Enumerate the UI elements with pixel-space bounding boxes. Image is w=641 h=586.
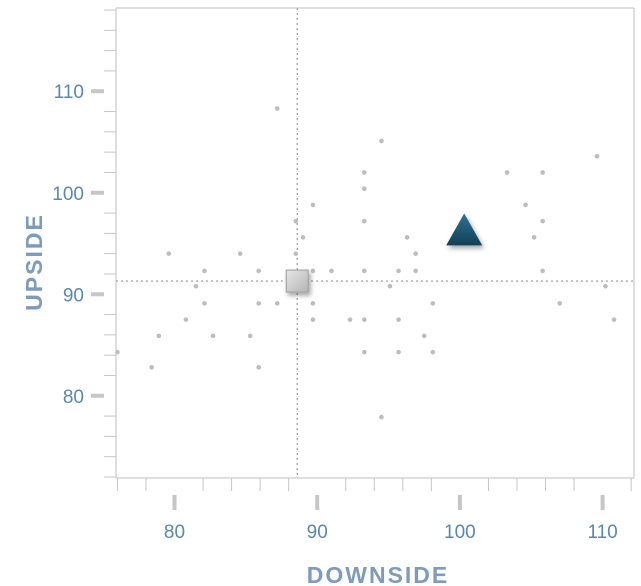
x-axis-ticks: 80 90 100 110	[116, 478, 632, 543]
x-tick-label: 100	[444, 522, 476, 543]
data-point	[293, 218, 299, 224]
data-point	[293, 251, 299, 256]
data-points	[115, 106, 617, 420]
data-point	[603, 283, 608, 289]
data-point	[274, 106, 280, 111]
data-point	[430, 301, 436, 306]
y-tick-label: 90	[63, 285, 84, 306]
data-point	[256, 301, 261, 306]
data-point	[361, 317, 367, 322]
data-point	[361, 170, 367, 175]
data-point	[361, 218, 367, 224]
data-point	[300, 235, 306, 240]
x-tick-label: 110	[587, 522, 617, 543]
data-point	[413, 251, 418, 256]
reference-lines	[116, 8, 634, 478]
data-point	[413, 268, 418, 274]
data-point	[531, 235, 537, 240]
data-point	[523, 202, 528, 208]
plot-frame	[115, 7, 635, 479]
data-point	[237, 251, 243, 256]
y-tick-label: 110	[54, 82, 84, 103]
data-point	[396, 317, 401, 322]
data-point	[379, 414, 384, 420]
data-point	[256, 268, 261, 274]
data-point	[256, 365, 261, 370]
data-point	[557, 301, 563, 306]
data-point	[166, 251, 172, 256]
y-tick-label: 80	[63, 387, 84, 408]
data-point	[202, 268, 207, 274]
data-point	[430, 349, 436, 355]
square-marker	[285, 269, 309, 293]
data-point	[404, 235, 410, 240]
y-axis-ticks: 80 90 100 110	[52, 9, 116, 478]
data-point	[504, 170, 510, 175]
data-point	[361, 349, 367, 355]
data-point	[210, 333, 216, 339]
data-point	[310, 301, 316, 306]
data-point	[611, 317, 617, 322]
data-point	[310, 317, 316, 322]
data-point	[540, 218, 545, 224]
data-point	[310, 268, 316, 274]
data-point	[540, 268, 545, 274]
data-point	[115, 349, 120, 355]
data-point	[183, 317, 189, 322]
data-point	[202, 301, 207, 306]
data-point	[361, 186, 367, 191]
data-point	[387, 283, 393, 289]
data-point	[149, 365, 154, 370]
data-point	[310, 202, 316, 208]
data-point	[156, 333, 162, 339]
x-tick-label: 80	[164, 522, 185, 543]
data-point	[396, 349, 401, 355]
data-point	[361, 268, 367, 274]
data-point	[421, 333, 427, 339]
data-point	[247, 333, 253, 339]
data-point	[396, 268, 401, 274]
data-point	[274, 301, 280, 306]
x-axis-title: DOWNSIDE	[307, 562, 450, 586]
data-point	[540, 170, 545, 175]
data-point	[347, 317, 353, 322]
triangle-marker	[446, 213, 483, 246]
x-tick-label: 90	[307, 522, 328, 543]
data-point	[594, 153, 600, 159]
data-point	[193, 283, 199, 289]
data-point	[379, 138, 384, 144]
data-point	[329, 268, 334, 274]
y-axis-title: UPSIDE	[21, 213, 47, 311]
y-tick-label: 100	[52, 184, 84, 205]
